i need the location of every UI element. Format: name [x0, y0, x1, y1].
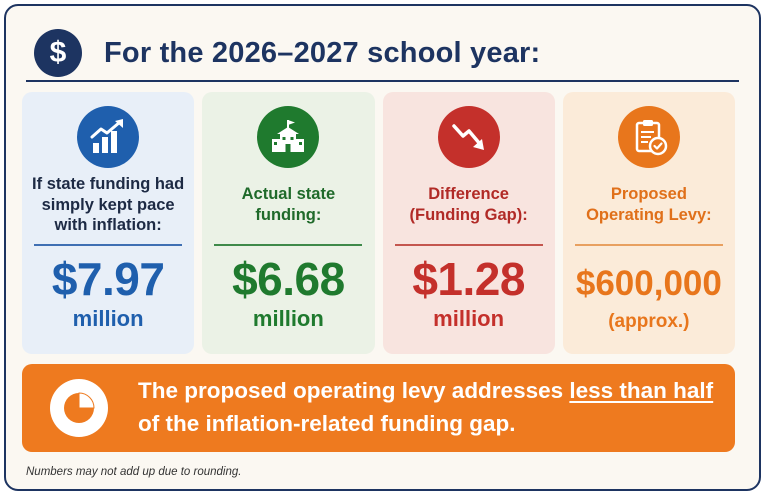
card-amount: $600,000	[576, 266, 722, 301]
card-label: Proposed Operating Levy:	[576, 168, 722, 242]
card-amount: $1.28	[412, 256, 525, 302]
dollar-icon: $	[34, 29, 82, 77]
card-unit: million	[73, 306, 144, 332]
card-unit: million	[433, 306, 504, 332]
card-actual: Actual state funding: $6.68 million	[202, 92, 374, 354]
card-unit: million	[253, 306, 324, 332]
trend-down-icon	[438, 106, 500, 168]
bar-chart-growth-icon	[77, 106, 139, 168]
card-amount: $6.68	[232, 256, 345, 302]
card-unit: (approx.)	[608, 311, 689, 333]
card-divider	[575, 244, 723, 246]
card-divider	[395, 244, 543, 246]
clipboard-check-icon	[618, 106, 680, 168]
card-difference: Difference (Funding Gap): $1.28 million	[383, 92, 555, 354]
card-divider	[214, 244, 362, 246]
footnote: Numbers may not add up due to rounding.	[26, 466, 241, 478]
header-divider	[26, 80, 739, 82]
card-label: Actual state funding:	[232, 168, 346, 242]
card-levy: Proposed Operating Levy: $600,000 (appro…	[563, 92, 735, 354]
card-divider	[34, 244, 182, 246]
header: $ For the 2026–2027 school year:	[34, 26, 540, 80]
banner-text: The proposed operating levy addresses le…	[138, 375, 735, 440]
card-label: If state funding had simply kept pace wi…	[22, 168, 194, 242]
card-label: Difference (Funding Gap):	[400, 168, 538, 242]
card-amount: $7.97	[52, 256, 165, 302]
page-title: For the 2026–2027 school year:	[104, 37, 540, 70]
pie-chart-icon	[50, 379, 108, 437]
card-inflation: If state funding had simply kept pace wi…	[22, 92, 194, 354]
summary-banner: The proposed operating levy addresses le…	[22, 364, 735, 452]
school-building-icon	[257, 106, 319, 168]
banner-emphasis: less than half	[569, 378, 713, 403]
funding-cards: If state funding had simply kept pace wi…	[22, 92, 735, 354]
